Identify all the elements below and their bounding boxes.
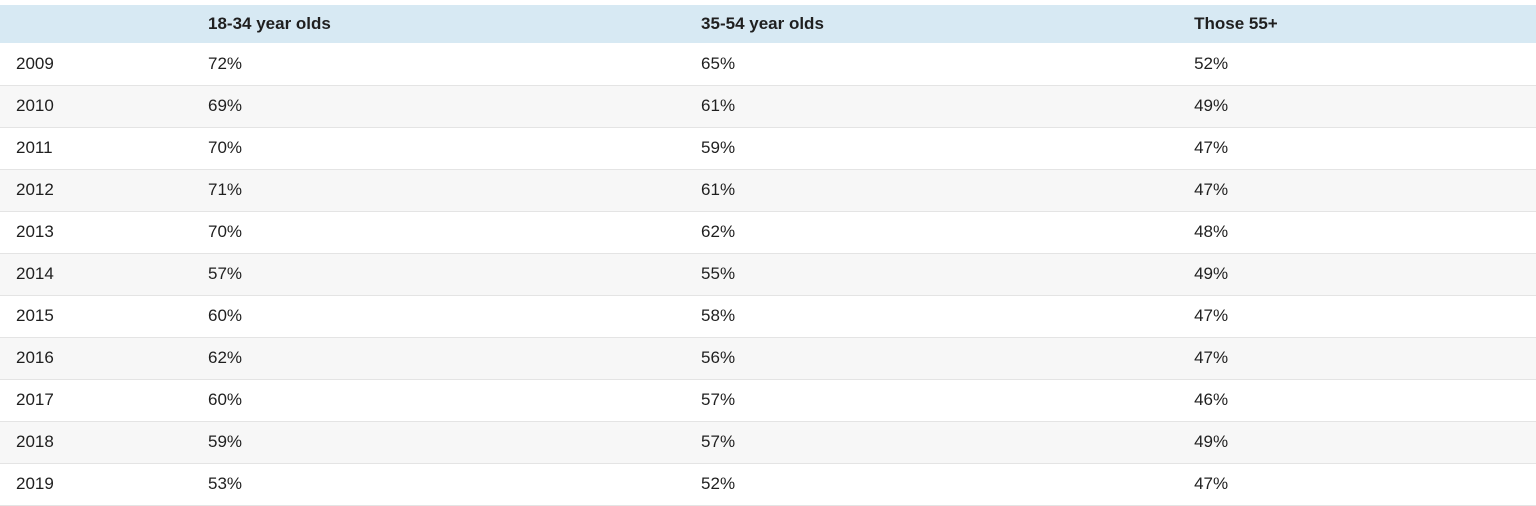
table-row: 2019 53% 52% 47% (0, 463, 1536, 505)
header-cell-18-34: 18-34 year olds (192, 5, 686, 43)
value-cell: 70% (208, 222, 243, 241)
value-cell: 62% (701, 222, 736, 241)
year-cell: 2010 (16, 96, 54, 115)
value-cell: 47% (1194, 138, 1229, 157)
year-cell: 2009 (16, 53, 54, 73)
value-cell: 57% (701, 390, 736, 409)
value-cell: 48% (1194, 222, 1229, 241)
year-cell: 2018 (16, 432, 54, 451)
year-cell: 2016 (16, 348, 54, 367)
table-row: 2015 60% 58% 47% (0, 295, 1536, 337)
table-row: 2009 72% 65% 52% (0, 43, 1536, 85)
value-cell: 61% (701, 180, 736, 199)
year-cell: 2011 (16, 138, 53, 157)
table-row: 2010 69% 61% 49% (0, 85, 1536, 127)
year-cell: 2012 (16, 180, 54, 199)
year-cell: 2017 (16, 390, 54, 409)
value-cell: 58% (701, 306, 736, 325)
value-cell: 47% (1194, 348, 1229, 367)
header-cell-55-plus: Those 55+ (1178, 5, 1536, 43)
value-cell: 72% (208, 53, 243, 73)
value-cell: 52% (1194, 53, 1229, 73)
year-cell: 2013 (16, 222, 54, 241)
value-cell: 49% (1194, 264, 1229, 283)
value-cell: 70% (208, 138, 243, 157)
value-cell: 46% (1194, 390, 1229, 409)
value-cell: 60% (208, 390, 243, 409)
table-row: 2011 70% 59% 47% (0, 127, 1536, 169)
value-cell: 57% (701, 432, 736, 451)
table-header: 18-34 year olds 35-54 year olds Those 55… (0, 5, 1536, 43)
header-cell-year (0, 5, 192, 43)
value-cell: 59% (208, 432, 243, 451)
value-cell: 59% (701, 138, 736, 157)
table-row: 2016 62% 56% 47% (0, 337, 1536, 379)
value-cell: 60% (208, 306, 243, 325)
value-cell: 65% (701, 53, 736, 73)
year-cell: 2019 (16, 474, 54, 493)
value-cell: 49% (1194, 96, 1229, 115)
year-cell: 2014 (16, 264, 54, 283)
value-cell: 53% (208, 474, 243, 493)
table-row: 2012 71% 61% 47% (0, 169, 1536, 211)
value-cell: 49% (1194, 432, 1229, 451)
value-cell: 57% (208, 264, 243, 283)
table-row: 2017 60% 57% 46% (0, 379, 1536, 421)
age-group-percentage-table: 18-34 year olds 35-54 year olds Those 55… (0, 5, 1536, 506)
table-row: 2018 59% 57% 49% (0, 421, 1536, 463)
year-cell: 2015 (16, 306, 54, 325)
value-cell: 69% (208, 96, 243, 115)
header-cell-35-54: 35-54 year olds (685, 5, 1179, 43)
value-cell: 47% (1194, 180, 1229, 199)
value-cell: 47% (1194, 474, 1229, 493)
header-row: 18-34 year olds 35-54 year olds Those 55… (0, 5, 1536, 43)
value-cell: 62% (208, 348, 243, 367)
value-cell: 56% (701, 348, 736, 367)
value-cell: 71% (208, 180, 243, 199)
table-row: 2014 57% 55% 49% (0, 253, 1536, 295)
table-row: 2013 70% 62% 48% (0, 211, 1536, 253)
table-body: 2009 72% 65% 52% 2010 69% 61% 49% 2011 70% 59% 47% 2… (0, 43, 1536, 505)
value-cell: 61% (701, 96, 736, 115)
value-cell: 47% (1194, 306, 1229, 325)
value-cell: 52% (701, 474, 736, 493)
value-cell: 55% (701, 264, 736, 283)
